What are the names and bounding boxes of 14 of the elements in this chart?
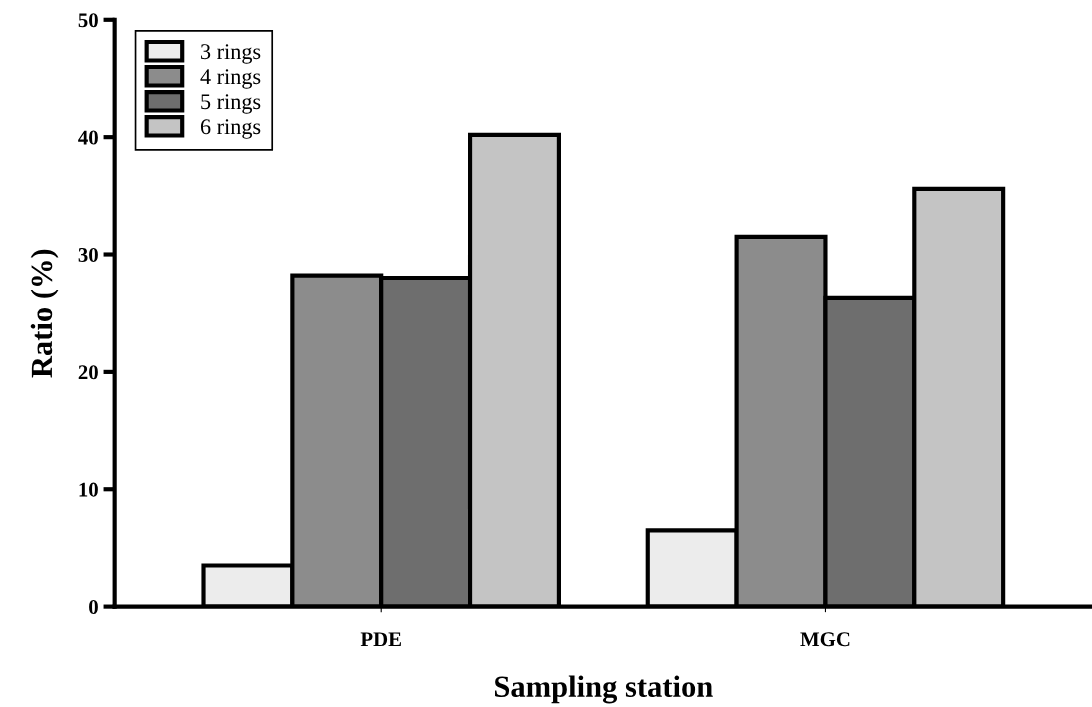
y-tick-label: 40 [78,130,98,145]
y-axis-title: Ratio (%) [30,249,59,378]
x-tick-label: PDE [360,632,401,647]
x-tick-label: MGC [800,632,850,647]
legend-label: 4 rings [200,69,261,89]
y-tick-label: 20 [78,365,98,380]
legend-label: 6 rings [200,119,261,139]
legend-label: 3 rings [201,44,261,64]
y-tick-label: 50 [78,13,98,28]
legend-label: 5 rings [201,94,261,114]
x-axis-title: Sampling station [495,675,713,704]
y-tick-label: 10 [79,482,98,497]
y-tick-label: 0 [89,599,98,615]
y-tick-label: 30 [78,247,98,262]
